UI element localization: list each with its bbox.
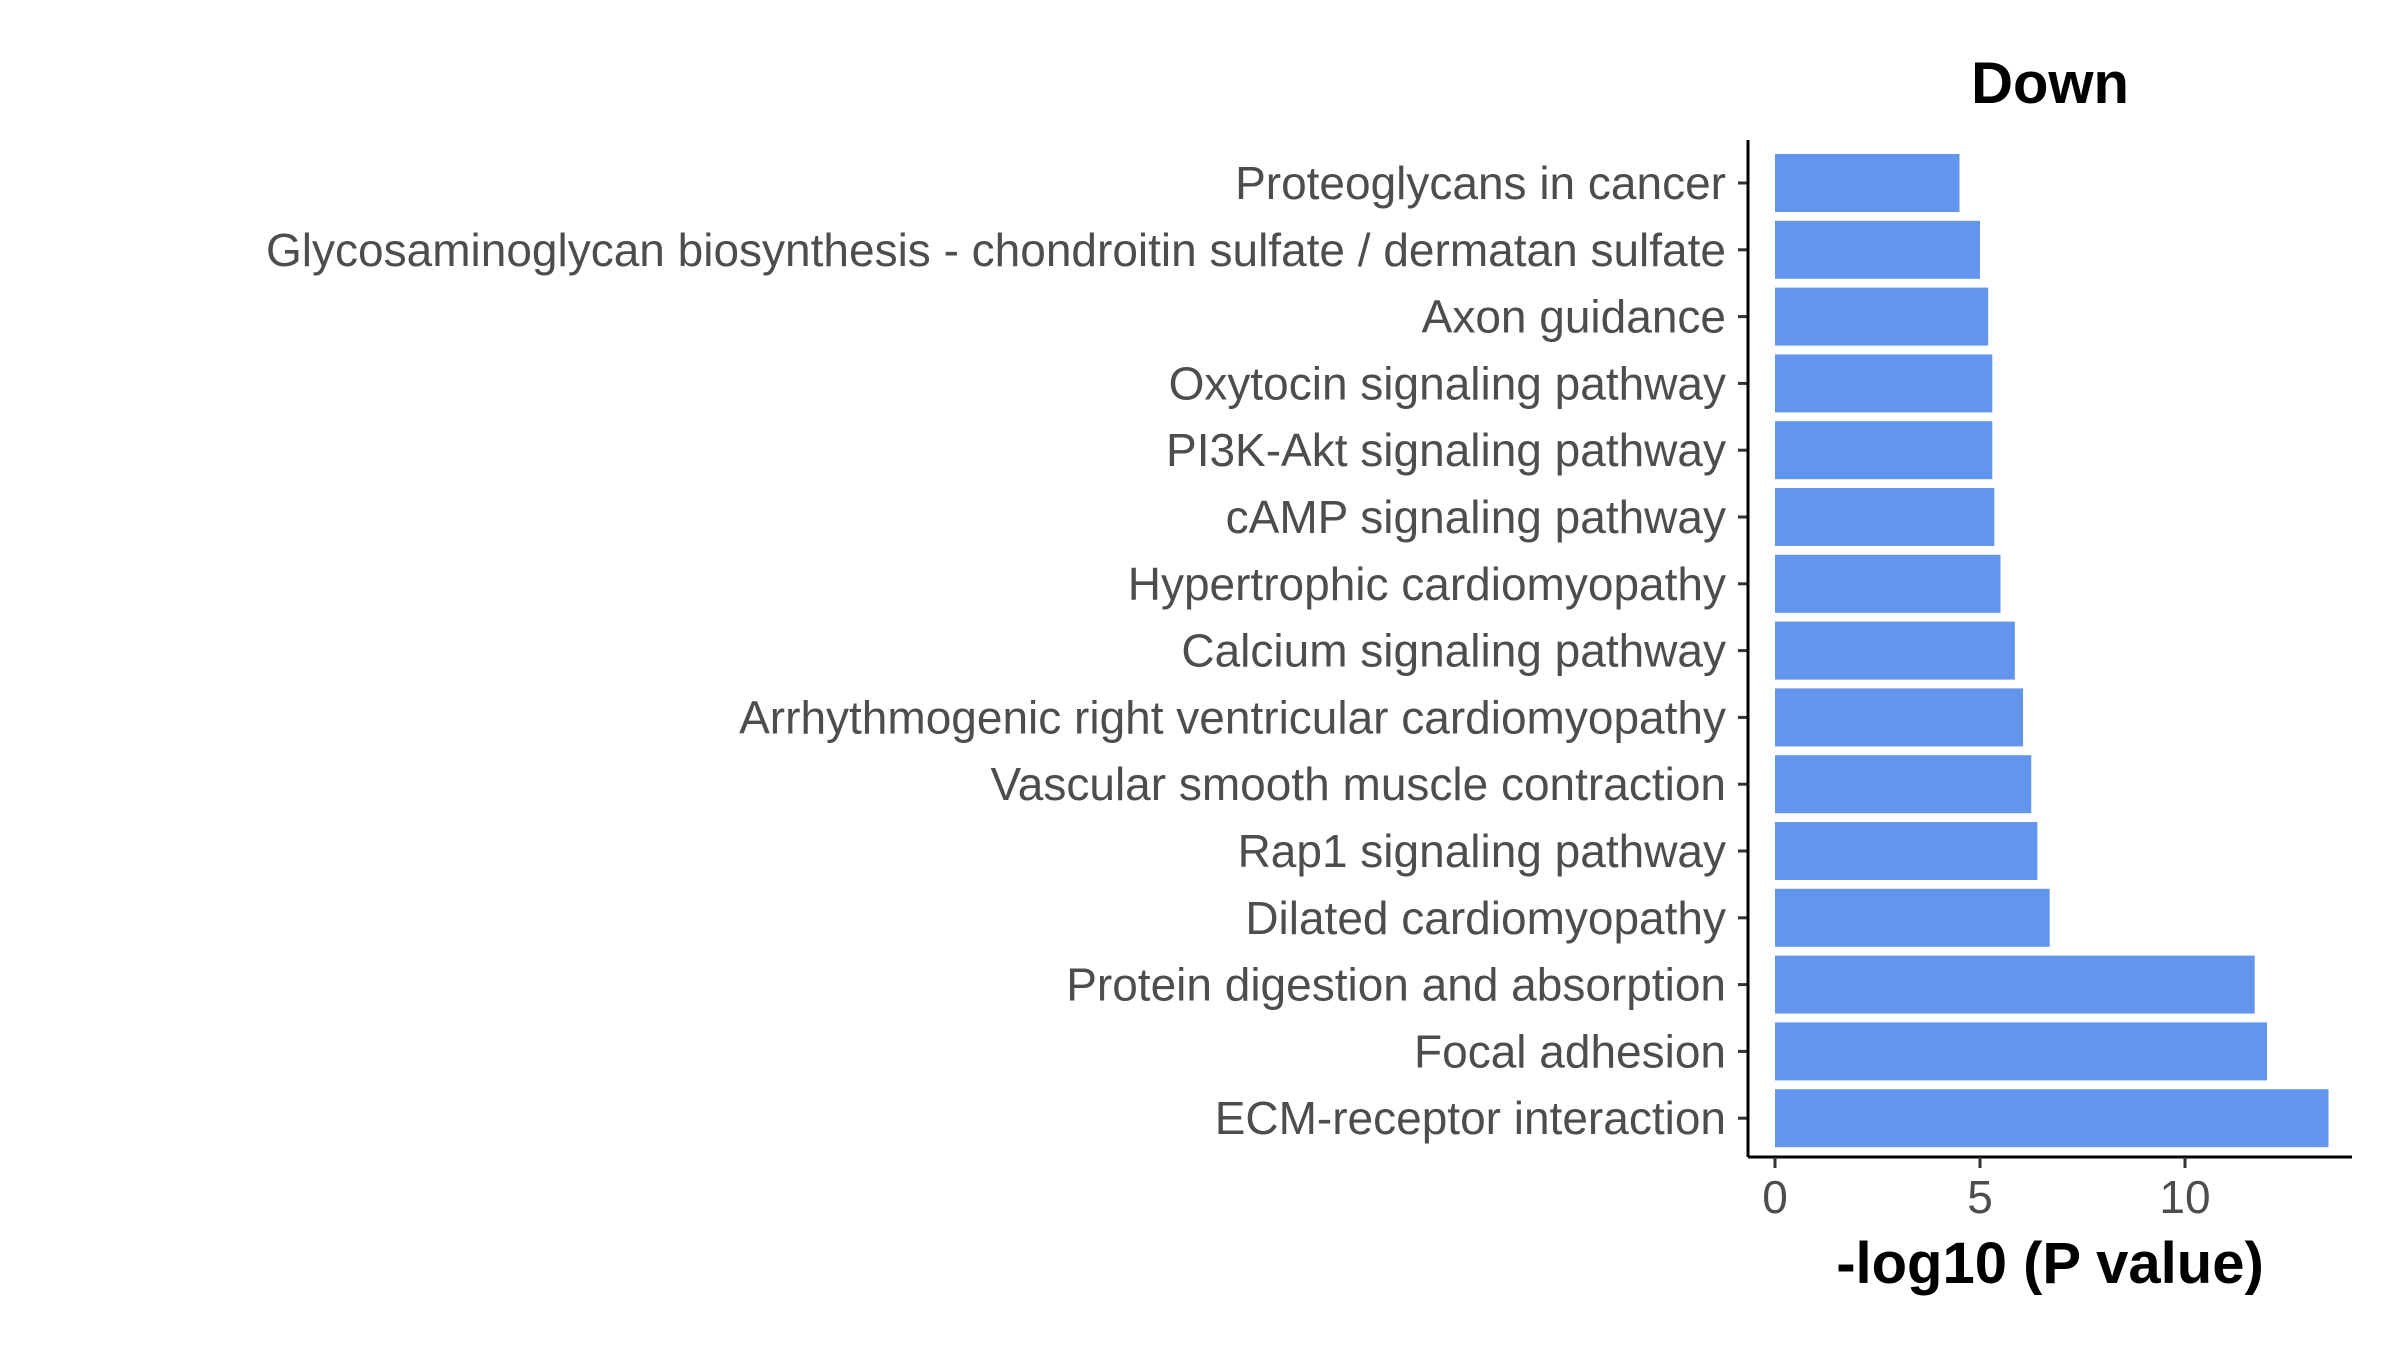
y-tick-label: ECM-receptor interaction xyxy=(1215,1092,1726,1144)
y-tick-label: PI3K-Akt signaling pathway xyxy=(1166,424,1726,476)
y-tick-label: Protein digestion and absorption xyxy=(1066,959,1726,1011)
bar xyxy=(1775,1022,2267,1081)
x-tick-label: 0 xyxy=(1762,1171,1788,1223)
bar xyxy=(1775,688,2024,747)
bar xyxy=(1775,354,1993,413)
y-tick-label: Proteoglycans in cancer xyxy=(1235,157,1726,209)
y-tick-label: Axon guidance xyxy=(1422,291,1726,343)
y-tick-label: Dilated cardiomyopathy xyxy=(1245,892,1726,944)
y-tick-label: Hypertrophic cardiomyopathy xyxy=(1128,558,1726,610)
chart-title: Down xyxy=(1971,51,2129,116)
y-tick-label: Focal adhesion xyxy=(1414,1025,1726,1077)
x-axis: 0 5 10 xyxy=(1748,1155,2352,1223)
bar xyxy=(1775,287,1989,346)
bar xyxy=(1775,154,1960,212)
bar xyxy=(1775,755,2032,814)
y-tick-label: Oxytocin signaling pathway xyxy=(1169,357,1726,409)
y-tick-label: cAMP signaling pathway xyxy=(1226,491,1726,543)
x-tick-label: 10 xyxy=(2159,1171,2210,1223)
y-tick-label: Glycosaminoglycan biosynthesis - chondro… xyxy=(266,224,1726,276)
bar xyxy=(1775,888,2050,947)
y-tick-label: Vascular smooth muscle contraction xyxy=(991,758,1726,810)
bars-group xyxy=(1775,154,2329,1148)
y-tick-label: Calcium signaling pathway xyxy=(1181,625,1726,677)
y-tick-label: Rap1 signaling pathway xyxy=(1238,825,1726,877)
bar xyxy=(1775,822,2038,880)
bar xyxy=(1775,220,1980,279)
y-axis: Proteoglycans in cancer Glycosaminoglycan… xyxy=(266,140,1750,1157)
bar xyxy=(1775,488,1995,546)
bar xyxy=(1775,1089,2329,1148)
bar xyxy=(1775,421,1993,480)
bar xyxy=(1775,554,2001,613)
bar xyxy=(1775,621,2015,680)
bar xyxy=(1775,955,2255,1014)
x-axis-title: -log10 (P value) xyxy=(1836,1231,2264,1296)
x-tick-label: 5 xyxy=(1967,1171,1993,1223)
y-tick-label: Arrhythmogenic right ventricular cardiom… xyxy=(739,691,1726,743)
